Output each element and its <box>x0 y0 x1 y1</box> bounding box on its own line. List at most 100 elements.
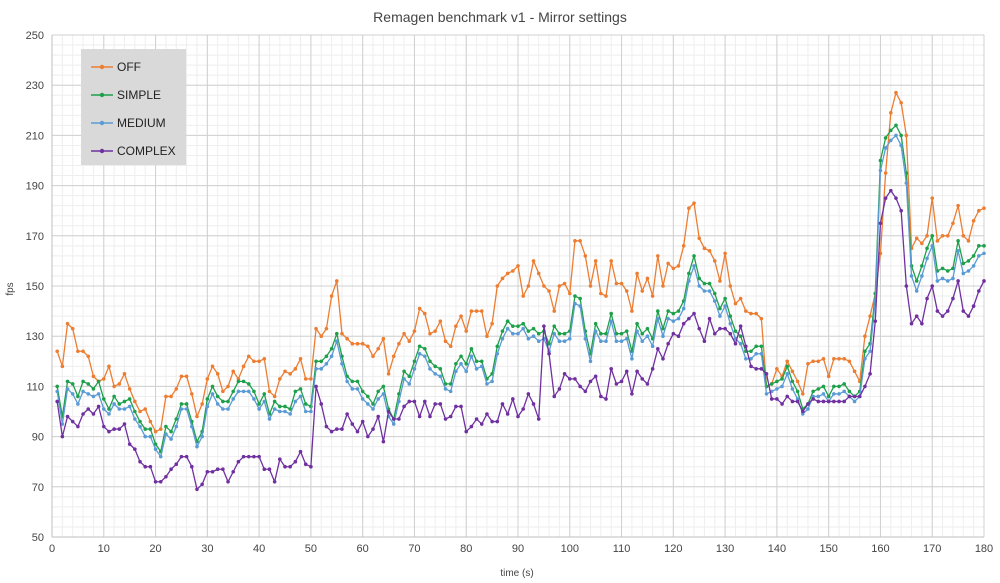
data-point-simple <box>966 259 971 263</box>
data-point-medium <box>423 354 427 359</box>
data-point-off <box>407 339 412 344</box>
data-point-medium <box>940 276 945 281</box>
data-point-complex <box>795 399 800 404</box>
data-point-medium <box>914 289 919 293</box>
data-point-off <box>138 409 142 414</box>
legend-label-off: OFF <box>117 60 141 74</box>
x-tick-label: 160 <box>871 543 889 555</box>
data-point-off <box>920 241 924 246</box>
data-point-medium <box>650 344 655 349</box>
data-point-complex <box>386 409 391 414</box>
legend-label-simple: SIMPLE <box>117 88 161 102</box>
data-point-medium <box>479 364 484 369</box>
data-point-medium <box>345 379 349 384</box>
data-point-simple <box>971 254 976 258</box>
data-point-simple <box>91 387 96 391</box>
data-point-medium <box>469 354 474 359</box>
data-point-off <box>552 309 557 313</box>
data-point-medium <box>837 392 841 396</box>
data-point-off <box>749 311 753 316</box>
x-tick-label: 130 <box>716 543 734 555</box>
data-point-off <box>293 367 298 371</box>
data-point-medium <box>697 284 702 288</box>
data-point-medium <box>81 389 85 394</box>
data-point-off <box>55 349 59 354</box>
data-point-complex <box>650 367 655 371</box>
data-point-off <box>511 269 515 273</box>
data-point-complex <box>288 464 292 469</box>
data-point-complex <box>547 351 551 356</box>
data-point-complex <box>656 346 660 351</box>
data-point-simple <box>552 324 557 328</box>
data-point-medium <box>340 362 344 366</box>
data-point-simple <box>143 427 147 431</box>
y-tick-label: 190 <box>26 181 44 193</box>
data-point-complex <box>169 467 173 472</box>
data-point-simple <box>671 311 676 316</box>
data-point-simple <box>303 402 308 406</box>
data-point-medium <box>70 392 75 396</box>
data-point-complex <box>448 414 453 419</box>
data-point-complex <box>459 404 463 409</box>
data-point-medium <box>495 351 500 356</box>
data-point-simple <box>889 128 893 133</box>
data-point-complex <box>417 414 422 419</box>
data-point-simple <box>474 359 479 364</box>
data-point-simple <box>210 384 215 389</box>
data-point-simple <box>666 309 670 313</box>
data-point-off <box>329 294 334 298</box>
data-point-off <box>718 279 722 283</box>
data-point-off <box>961 234 966 238</box>
data-point-complex <box>391 417 396 421</box>
data-point-off <box>81 349 85 354</box>
data-point-simple <box>899 133 903 138</box>
data-point-simple <box>754 344 758 349</box>
data-point-simple <box>112 394 116 399</box>
data-point-off <box>759 316 764 321</box>
data-point-complex <box>593 374 598 379</box>
data-point-simple <box>174 417 179 421</box>
series-off <box>55 90 986 434</box>
data-point-simple <box>536 331 541 336</box>
data-point-off <box>381 336 386 341</box>
data-point-simple <box>738 334 743 339</box>
data-point-complex <box>562 372 567 376</box>
data-point-medium <box>96 392 101 396</box>
data-point-complex <box>355 429 360 434</box>
data-point-complex <box>464 429 469 434</box>
data-point-simple <box>293 389 298 394</box>
data-point-complex <box>490 419 494 424</box>
data-point-complex <box>899 208 903 213</box>
data-point-off <box>309 377 313 381</box>
data-point-medium <box>692 264 696 268</box>
data-point-medium <box>759 351 764 356</box>
data-point-off <box>210 364 215 369</box>
data-point-complex <box>754 367 758 371</box>
data-point-complex <box>883 196 888 200</box>
data-point-simple <box>164 424 168 429</box>
data-point-simple <box>205 397 210 401</box>
data-point-complex <box>293 459 298 464</box>
data-point-complex <box>578 384 582 389</box>
data-point-off <box>593 259 598 263</box>
data-point-medium <box>899 143 903 148</box>
data-point-off <box>345 336 349 341</box>
data-point-simple <box>101 397 106 401</box>
data-point-off <box>195 414 199 419</box>
data-point-complex <box>769 397 774 401</box>
data-point-simple <box>122 399 127 404</box>
data-point-complex <box>692 311 696 316</box>
data-point-off <box>826 374 831 379</box>
data-point-complex <box>200 482 204 487</box>
data-point-medium <box>127 404 132 409</box>
data-point-simple <box>723 296 727 301</box>
data-point-medium <box>951 276 955 281</box>
data-point-medium <box>205 404 210 409</box>
series-line-off <box>56 92 985 433</box>
data-point-medium <box>133 417 137 421</box>
data-point-complex <box>630 392 634 396</box>
data-point-simple <box>687 271 691 276</box>
data-point-off <box>179 374 184 379</box>
data-point-simple <box>531 326 536 331</box>
data-point-medium <box>909 274 914 278</box>
